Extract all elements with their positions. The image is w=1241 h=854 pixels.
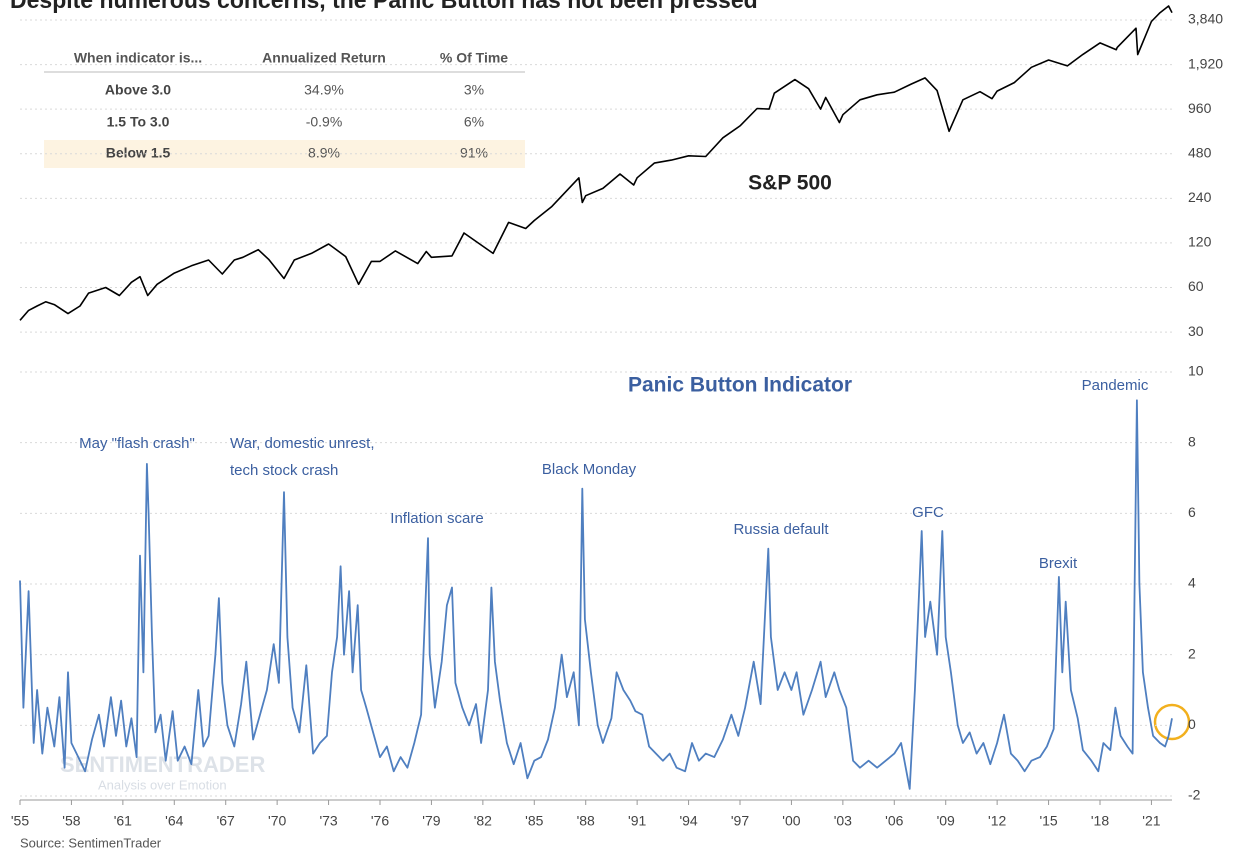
- x-tick-label: '21: [1142, 813, 1160, 829]
- y-tick-label: 3,840: [1188, 11, 1223, 27]
- page-title: Despite numerous concerns, the Panic But…: [10, 0, 758, 13]
- table-cell: 8.9%: [308, 145, 340, 161]
- table-header: Annualized Return: [262, 50, 386, 66]
- table-cell: -0.9%: [306, 114, 343, 130]
- y-tick-label: 2: [1188, 645, 1196, 661]
- x-tick-label: '88: [577, 813, 595, 829]
- table-header: When indicator is...: [74, 50, 202, 66]
- y-tick-label: 8: [1188, 433, 1196, 449]
- x-tick-label: '82: [474, 813, 492, 829]
- table-cell: 3%: [464, 82, 484, 98]
- y-tick-label: 30: [1188, 323, 1204, 339]
- annotation: tech stock crash: [230, 462, 338, 479]
- annotation: Black Monday: [542, 461, 637, 478]
- y-tick-label: 120: [1188, 234, 1212, 250]
- x-tick-label: '94: [679, 813, 697, 829]
- y-tick-label: 480: [1188, 144, 1212, 160]
- table-header: % Of Time: [440, 50, 508, 66]
- x-tick-label: '97: [731, 813, 749, 829]
- chart-title: S&P 500: [748, 172, 832, 195]
- y-tick-label: 60: [1188, 278, 1204, 294]
- y-tick-label: 0: [1188, 716, 1196, 732]
- x-tick-label: '76: [371, 813, 389, 829]
- x-tick-label: '00: [782, 813, 800, 829]
- y-tick-label: -2: [1188, 787, 1201, 803]
- table-highlight: [44, 140, 525, 168]
- y-tick-label: 4: [1188, 575, 1196, 591]
- y-tick-label: 960: [1188, 100, 1212, 116]
- x-tick-label: '15: [1039, 813, 1057, 829]
- x-tick-label: '58: [62, 813, 80, 829]
- x-tick-label: '70: [268, 813, 286, 829]
- watermark: SENTIMENTRADER: [60, 752, 265, 777]
- annotation: Brexit: [1039, 555, 1078, 572]
- table-cell: 6%: [464, 114, 484, 130]
- annotation: Russia default: [733, 521, 829, 538]
- x-tick-label: '03: [834, 813, 852, 829]
- x-tick-label: '55: [11, 813, 29, 829]
- annotation: Pandemic: [1082, 377, 1149, 394]
- x-tick-label: '85: [525, 813, 543, 829]
- watermark: Analysis over Emotion: [98, 777, 227, 792]
- x-tick-label: '73: [319, 813, 337, 829]
- table-cell: 1.5 To 3.0: [107, 114, 170, 130]
- highlight-circle: [1153, 703, 1191, 741]
- table-cell: 34.9%: [304, 82, 344, 98]
- x-tick-label: '91: [628, 813, 646, 829]
- x-tick-label: '67: [217, 813, 235, 829]
- series-line: [19, 399, 1173, 790]
- x-tick-label: '09: [937, 813, 955, 829]
- chart-title: Panic Button Indicator: [628, 374, 852, 397]
- annotation: GFC: [912, 504, 944, 521]
- x-tick-label: '12: [988, 813, 1006, 829]
- y-tick-label: 6: [1188, 504, 1196, 520]
- y-tick-label: 1,920: [1188, 55, 1223, 71]
- annotation: Inflation scare: [390, 510, 483, 527]
- x-tick-label: '06: [885, 813, 903, 829]
- x-tick-label: '64: [165, 813, 183, 829]
- table-cell: Above 3.0: [105, 82, 171, 98]
- y-tick-label: 240: [1188, 189, 1212, 205]
- table-cell: Below 1.5: [106, 145, 171, 161]
- y-tick-label: 10: [1188, 363, 1204, 379]
- series-line: [19, 5, 1173, 321]
- annotation: May "flash crash": [79, 435, 195, 452]
- x-tick-label: '79: [422, 813, 440, 829]
- x-tick-label: '61: [114, 813, 132, 829]
- table-cell: 91%: [460, 145, 488, 161]
- source: Source: SentimenTrader: [20, 835, 162, 850]
- annotation: War, domestic unrest,: [230, 435, 375, 452]
- x-tick-label: '18: [1091, 813, 1109, 829]
